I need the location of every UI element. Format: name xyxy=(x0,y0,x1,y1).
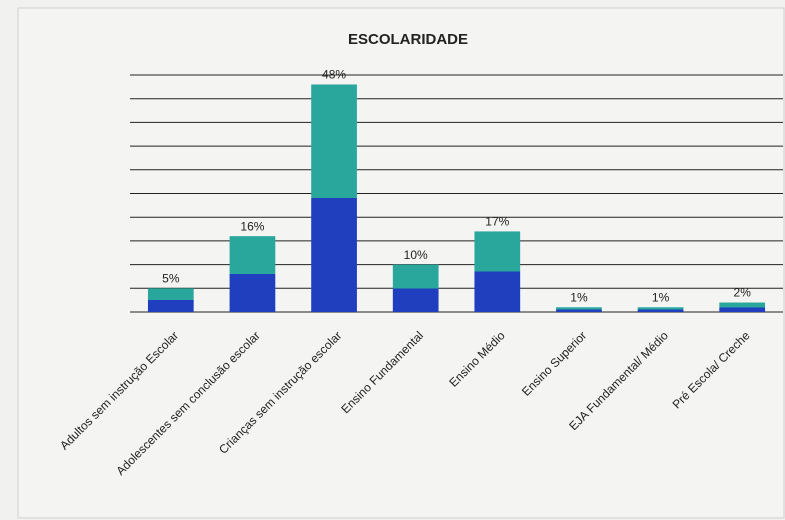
value-label: 1% xyxy=(652,290,670,304)
bar xyxy=(229,236,276,312)
value-label: 16% xyxy=(240,219,264,233)
value-label: 2% xyxy=(734,286,752,300)
bar xyxy=(637,307,684,312)
bar xyxy=(474,231,521,312)
value-label: 5% xyxy=(162,271,180,285)
value-label: 10% xyxy=(404,248,428,262)
value-label: 1% xyxy=(570,290,588,304)
bar xyxy=(147,288,194,312)
bar xyxy=(556,307,602,312)
bar xyxy=(311,84,357,312)
chart-title: ESCOLARIDADE xyxy=(348,31,468,48)
bar xyxy=(719,302,766,312)
chart-frame xyxy=(17,7,785,519)
value-label: 17% xyxy=(485,215,509,229)
bar xyxy=(392,264,439,312)
value-label: 48% xyxy=(322,68,346,82)
